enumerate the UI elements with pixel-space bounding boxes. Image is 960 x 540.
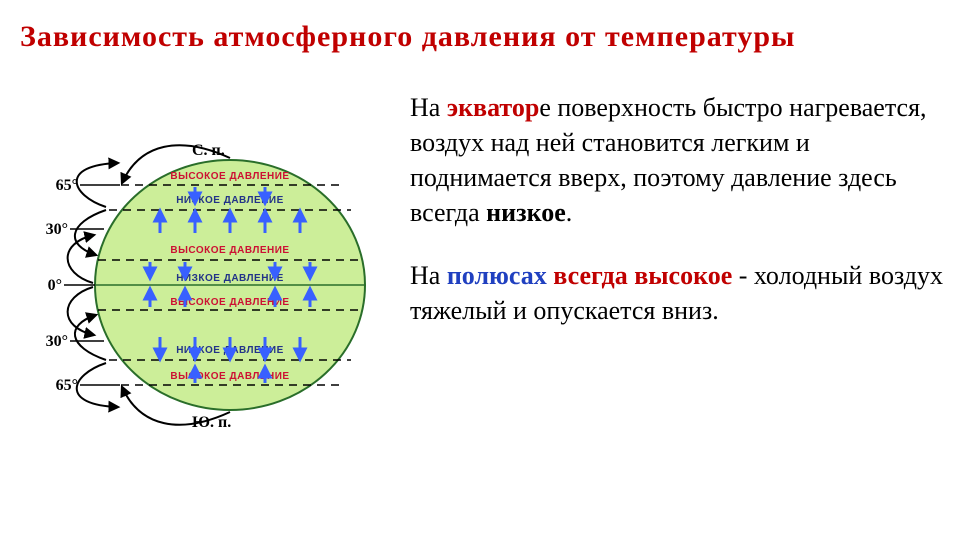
p1-prefix: На [410,93,447,122]
explanation-text: На экваторе поверхность быстро нагревает… [410,90,950,357]
band-low-equator: НИЗКОЕ ДАВЛЕНИЕ [176,273,284,284]
band-low-n60: НИЗКОЕ ДАВЛЕНИЕ [176,195,284,206]
pressure-globe-diagram: ВЫСОКОЕ ДАВЛЕНИЕ НИЗКОЕ ДАВЛЕНИЕ ВЫСОКОЕ… [20,95,400,475]
label-n30: 30° [46,221,68,238]
label-south-pole: Ю. п. [192,414,231,431]
label-north-pole: С. п. [192,142,225,159]
label-s65: 65° [56,377,78,394]
p2-prefix: На [410,261,447,290]
p1-equator-suffix: е [539,93,551,122]
label-equator: 0° [48,277,62,294]
band-high-spole: ВЫСОКОЕ ДАВЛЕНИЕ [170,371,289,382]
band-high-npole: ВЫСОКОЕ ДАВЛЕНИЕ [170,171,289,182]
p2-poles-word: полюсах [447,261,547,290]
page-title: Зависимость атмосферного давления от тем… [20,20,795,54]
p2-always-high: всегда высокое [553,261,732,290]
label-s30: 30° [46,333,68,350]
paragraph-equator: На экваторе поверхность быстро нагревает… [410,90,950,230]
p1-low-word: низкое [486,198,566,227]
paragraph-poles: На полюсах всегда высокое - холодный воз… [410,258,950,328]
band-high-s30: ВЫСОКОЕ ДАВЛЕНИЕ [170,297,289,308]
label-n65: 65° [56,177,78,194]
p1-end: . [566,198,573,227]
p1-equator-word: экватор [447,93,539,122]
band-high-n30: ВЫСОКОЕ ДАВЛЕНИЕ [170,245,289,256]
